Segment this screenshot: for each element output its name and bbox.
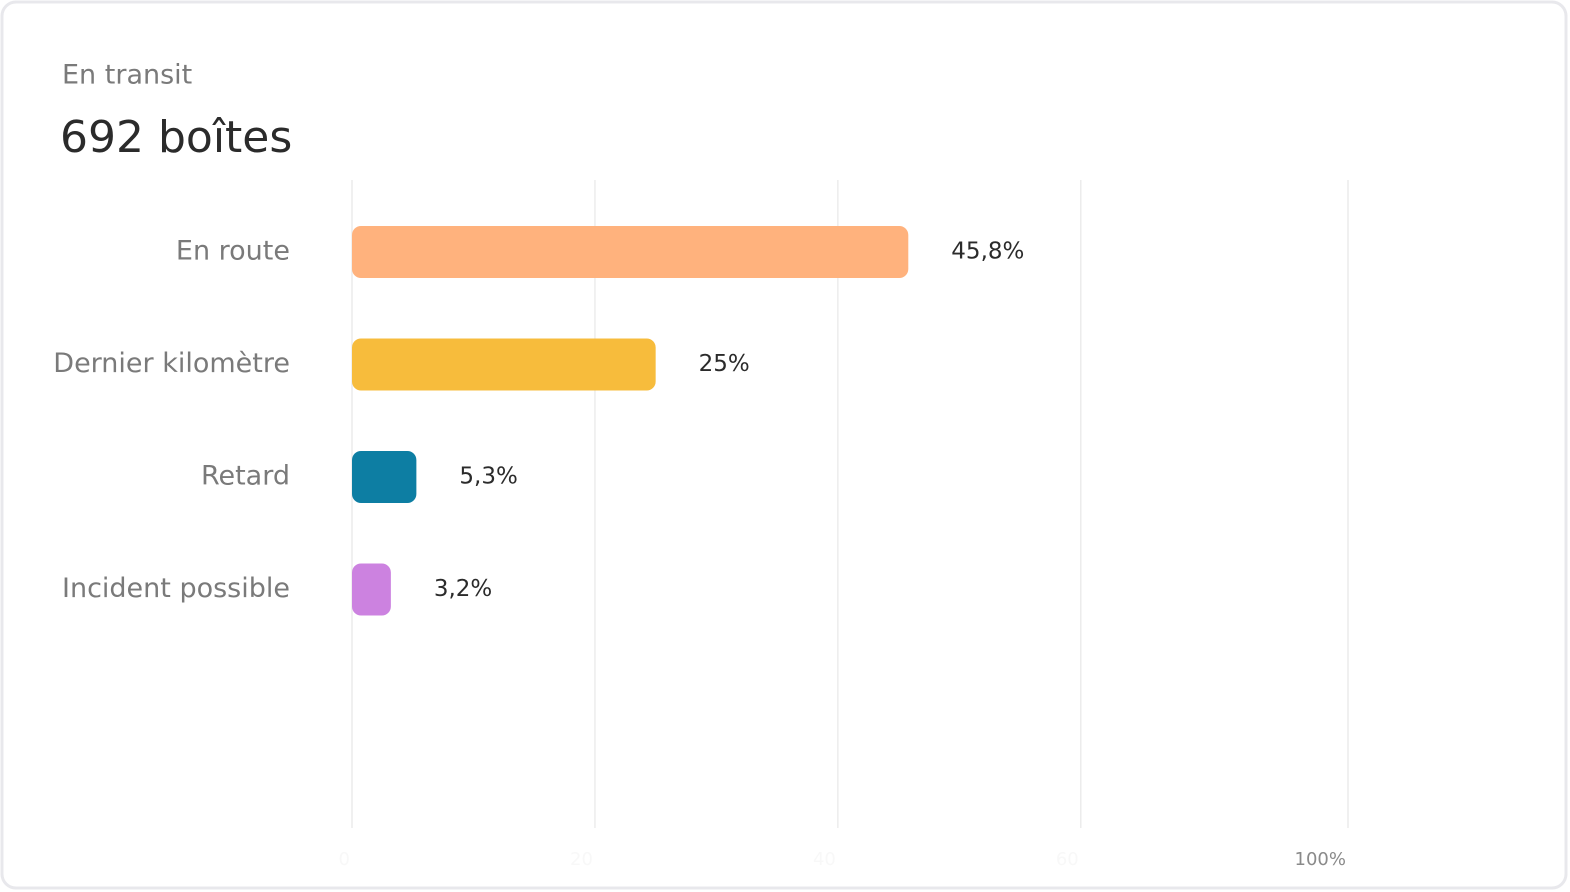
x-tick-label: 0: [339, 849, 350, 870]
card-headline: 692 boîtes: [60, 112, 292, 163]
category-label: Dernier kilomètre: [53, 348, 290, 379]
category-label: Retard: [201, 461, 290, 492]
value-label: 25%: [699, 351, 750, 377]
x-tick-label: 40: [813, 849, 836, 870]
bar: [352, 338, 656, 391]
x-tick-label: 60: [1056, 849, 1079, 870]
value-label: 45,8%: [951, 239, 1024, 265]
value-label: 3,2%: [434, 576, 492, 602]
category-label: Incident possible: [62, 573, 290, 604]
bar: [352, 226, 909, 278]
bar: [352, 563, 391, 616]
bar: [352, 451, 417, 503]
category-label: En route: [176, 236, 290, 267]
value-label: 5,3%: [459, 464, 517, 490]
card-subtitle: En transit: [62, 60, 192, 91]
x-tick-label: 20: [570, 849, 593, 870]
x-tick-label: 100%: [1295, 849, 1346, 870]
